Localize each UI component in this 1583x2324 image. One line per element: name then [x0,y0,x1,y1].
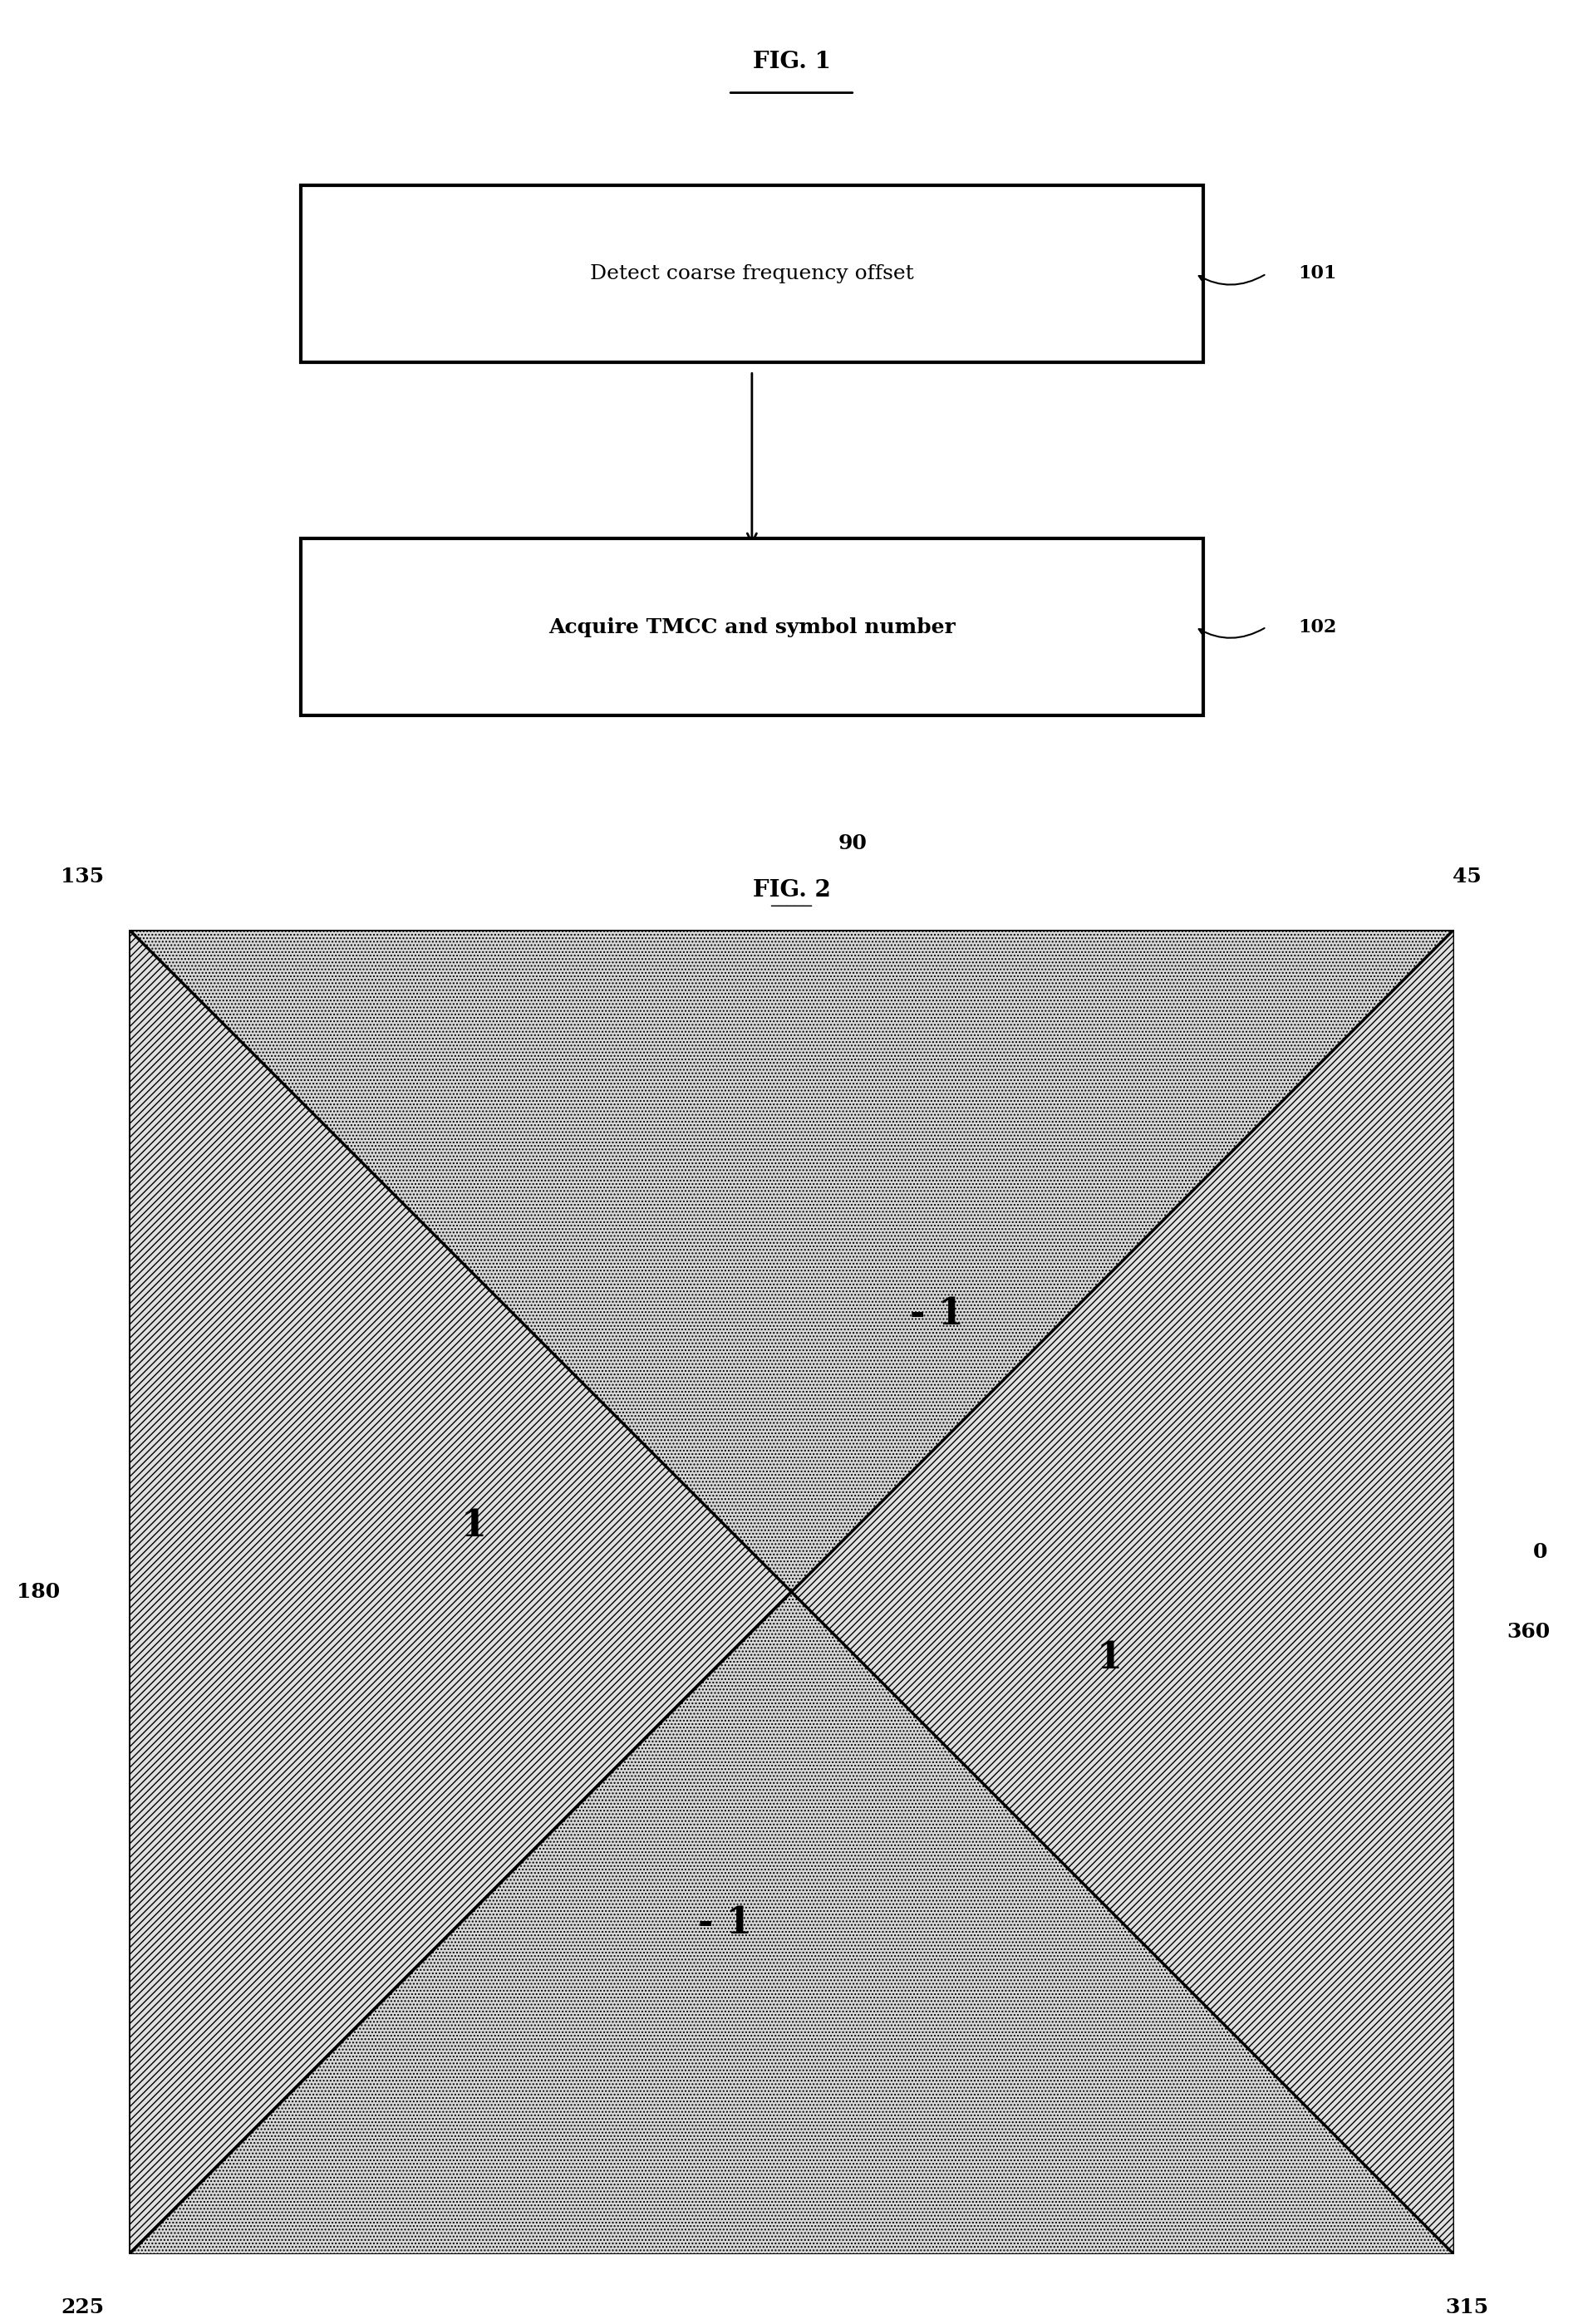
Text: - 1: - 1 [698,1906,752,1941]
Text: 45: 45 [1453,867,1482,885]
Text: 1: 1 [1097,1641,1122,1676]
Text: - 1: - 1 [910,1297,964,1332]
Text: 225: 225 [62,2298,104,2317]
Text: 90: 90 [837,834,867,853]
Text: Acquire TMCC and symbol number: Acquire TMCC and symbol number [548,618,956,637]
Polygon shape [792,930,1453,2254]
Text: 180: 180 [16,1583,60,1601]
FancyBboxPatch shape [301,186,1203,363]
Polygon shape [130,930,792,2254]
FancyBboxPatch shape [301,539,1203,716]
Text: 315: 315 [1445,2298,1488,2317]
Text: 102: 102 [1298,618,1336,637]
Text: 135: 135 [62,867,104,885]
Text: Detect coarse frequency offset: Detect coarse frequency offset [590,265,913,284]
Text: 1: 1 [461,1508,486,1543]
Text: 360: 360 [1507,1622,1550,1641]
Polygon shape [130,930,1453,1592]
Text: ─────: ───── [771,899,812,913]
Text: FIG. 1: FIG. 1 [752,51,831,72]
Text: 0: 0 [1534,1543,1548,1562]
Text: 101: 101 [1298,265,1336,284]
Polygon shape [130,1592,1453,2254]
Text: FIG. 2: FIG. 2 [752,878,831,902]
